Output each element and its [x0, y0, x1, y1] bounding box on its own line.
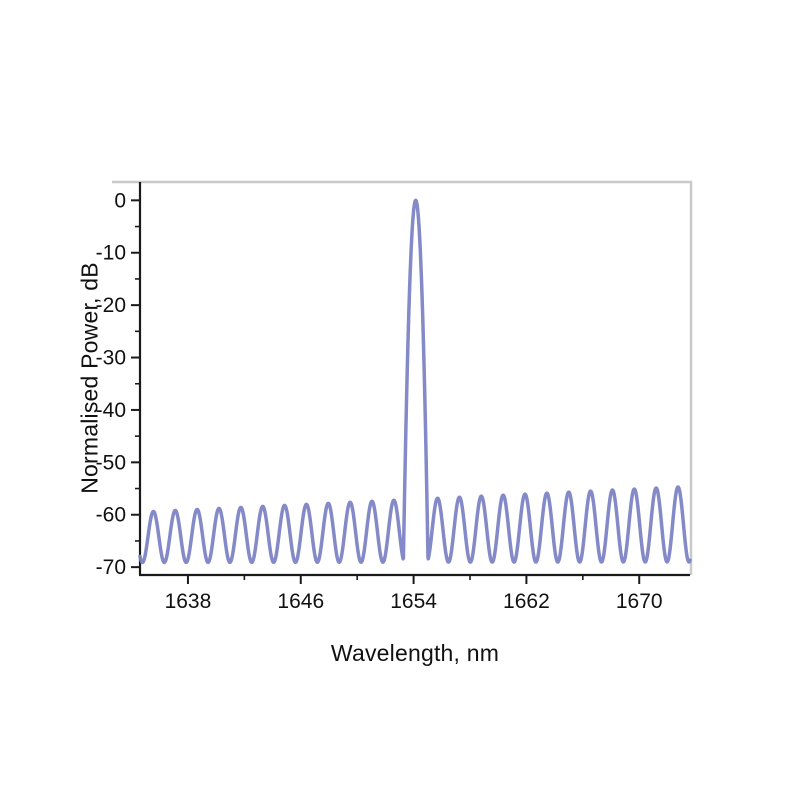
y-tick-label: -50: [96, 451, 126, 474]
y-tick-label: -70: [96, 556, 126, 579]
y-tick-label: -20: [96, 294, 126, 317]
x-tick-label: 1638: [165, 590, 212, 613]
x-tick-label: 1654: [390, 590, 437, 613]
y-tick-label: -40: [96, 399, 126, 422]
x-tick-label: 1646: [277, 590, 324, 613]
x-axis-label: Wavelength, nm: [330, 640, 500, 666]
spectrum-line: [138, 198, 692, 565]
x-tick-label: 1670: [616, 590, 663, 613]
y-axis-label: Normalised Power, dB: [76, 262, 103, 494]
y-tick-label: -30: [96, 347, 126, 370]
y-tick-label: -10: [96, 242, 126, 265]
x-tick-label: 1662: [503, 590, 550, 613]
y-tick-label: -60: [96, 504, 126, 527]
y-tick-label: 0: [114, 189, 126, 212]
